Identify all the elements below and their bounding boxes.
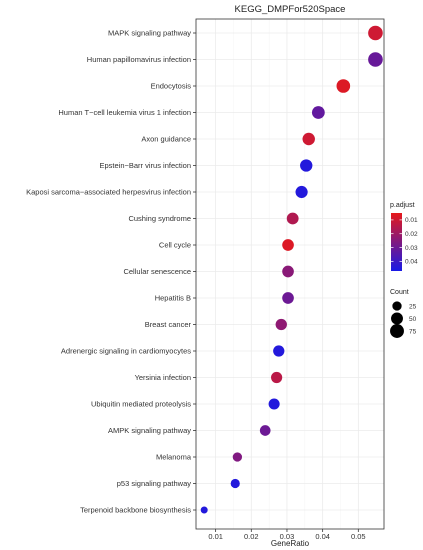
colorbar-tick-label: 0.01 xyxy=(405,217,418,224)
x-axis-title: GeneRatio xyxy=(271,539,310,548)
y-tick-label: Kaposi sarcoma−associated herpesvirus in… xyxy=(26,188,191,197)
count-legend-dot xyxy=(390,324,404,338)
y-tick-label: Cell cycle xyxy=(159,241,191,250)
y-tick-label: Ubiquitin mediated proteolysis xyxy=(91,400,191,409)
data-point xyxy=(311,106,325,119)
data-point xyxy=(282,265,294,278)
data-point xyxy=(286,212,299,225)
colorbar-tick-label: 0.02 xyxy=(405,231,418,238)
data-point xyxy=(259,425,271,436)
y-tick-label: p53 signaling pathway xyxy=(117,479,191,488)
y-tick-label: MAPK signaling pathway xyxy=(108,29,191,38)
count-legend-label: 75 xyxy=(409,328,417,335)
count-legend-label: 50 xyxy=(409,316,417,323)
count-legend-title: Count xyxy=(390,289,409,296)
y-tick-label: AMPK signaling pathway xyxy=(108,426,191,435)
x-tick-label: 0.05 xyxy=(351,532,366,541)
data-point xyxy=(232,452,243,462)
grid-lines xyxy=(196,19,384,529)
y-tick-label: Endocytosis xyxy=(151,82,192,91)
colorbar-tick-label: 0.04 xyxy=(405,259,418,266)
data-point xyxy=(300,159,313,172)
data-point xyxy=(271,371,283,384)
y-tick-label: Human T−cell leukemia virus 1 infection xyxy=(58,108,191,117)
y-axis: MAPK signaling pathway Human papillomavir… xyxy=(26,29,196,515)
chart-title: KEGG_DMPFor520Space xyxy=(235,4,346,15)
y-tick-label: Cellular senescence xyxy=(123,267,191,276)
data-point xyxy=(282,292,294,304)
x-tick-label: 0.03 xyxy=(280,532,295,541)
p-adjust-colorbar xyxy=(391,213,402,271)
count-legend-label: 25 xyxy=(409,303,417,310)
data-points xyxy=(200,25,383,514)
data-point xyxy=(302,132,315,146)
data-point xyxy=(368,52,383,67)
x-tick-label: 0.02 xyxy=(244,532,259,541)
x-axis: 0.01 0.02 0.03 0.04 0.05 xyxy=(208,529,366,541)
y-tick-label: Terpenoid backbone biosynthesis xyxy=(80,506,191,515)
data-point xyxy=(282,239,294,251)
count-legend: Count 25 50 75 xyxy=(390,289,417,338)
data-point xyxy=(268,398,280,410)
x-tick-label: 0.04 xyxy=(315,532,330,541)
y-tick-label: Axon guidance xyxy=(141,135,191,144)
data-point xyxy=(200,506,208,514)
y-tick-label: Yersinia infection xyxy=(135,373,191,382)
data-point xyxy=(368,25,383,41)
y-tick-label: Melanoma xyxy=(156,453,192,462)
p-adjust-legend-title: p.adjust xyxy=(390,202,415,209)
y-tick-label: Cushing syndrome xyxy=(128,214,191,223)
p-adjust-legend: p.adjust 0.01 0.02 0.03 0.04 xyxy=(390,202,418,271)
y-tick-label: Epstein−Barr virus infection xyxy=(99,161,191,170)
data-point xyxy=(273,345,285,357)
count-legend-dot xyxy=(391,312,403,325)
x-tick-label: 0.01 xyxy=(208,532,223,541)
y-tick-label: Breast cancer xyxy=(145,320,192,329)
colorbar-tick-label: 0.03 xyxy=(405,245,418,252)
data-point xyxy=(275,318,287,331)
y-tick-label: Adrenergic signaling in cardiomyocytes xyxy=(61,347,191,356)
data-point xyxy=(230,478,240,489)
y-tick-label: Hepatitis B xyxy=(155,294,191,303)
count-legend-dot xyxy=(392,301,402,311)
plot-panel-border xyxy=(195,18,385,530)
data-point xyxy=(336,79,351,93)
y-tick-label: Human papillomavirus infection xyxy=(87,55,191,64)
data-point xyxy=(295,185,308,199)
